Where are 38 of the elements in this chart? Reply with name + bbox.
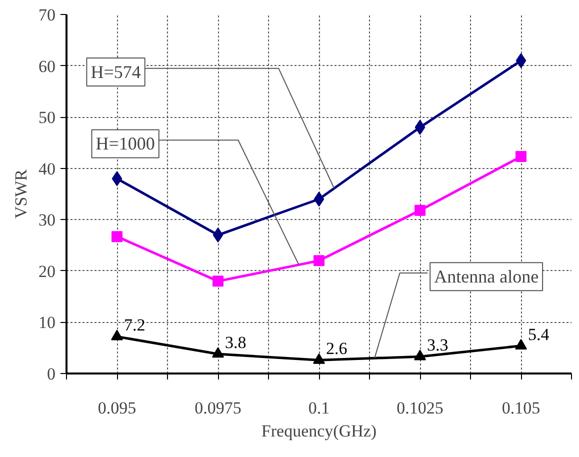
text: Antenna alone — [434, 266, 539, 287]
y-tick-label: 70 — [38, 6, 56, 24]
y-axis-title: VSWR — [12, 168, 30, 219]
y-tick-label: 30 — [38, 210, 56, 230]
point — [516, 53, 526, 68]
text: H=1000 — [96, 134, 155, 154]
y-tick-label: 20 — [38, 262, 56, 281]
point — [212, 347, 224, 358]
point — [212, 276, 224, 287]
text: H=574 — [90, 62, 141, 82]
point — [212, 228, 224, 243]
point — [314, 192, 324, 207]
x-tick-label: 0.1 — [308, 398, 330, 418]
data-label: 3.8 — [225, 333, 246, 352]
y-tick-label: 50 — [38, 108, 56, 128]
point — [516, 151, 526, 162]
y-tick-label: 60 — [38, 56, 56, 76]
point — [314, 255, 324, 266]
x-tick-label: 0.0975 — [194, 398, 242, 418]
y-tick-label: 0 — [47, 364, 56, 384]
y-tick-label: 10 — [38, 313, 56, 332]
point — [414, 350, 426, 360]
y-tick-label: 40 — [38, 159, 56, 178]
data-label: 3.3 — [427, 336, 448, 355]
point — [112, 231, 122, 242]
point — [111, 330, 123, 340]
x-axis-title: Frequency(GHz) — [261, 422, 377, 440]
point — [414, 204, 426, 216]
point — [313, 353, 325, 364]
data-label: 2.6 — [326, 339, 348, 358]
data-label: 5.4 — [528, 324, 550, 344]
data-label: 7.2 — [124, 316, 146, 335]
point — [414, 120, 426, 135]
point — [515, 338, 527, 350]
x-tick-label: 0.105 — [502, 398, 540, 418]
x-tick-label: 0.095 — [98, 398, 136, 418]
point — [112, 171, 122, 186]
x-tick-label: 0.1025 — [396, 398, 444, 418]
